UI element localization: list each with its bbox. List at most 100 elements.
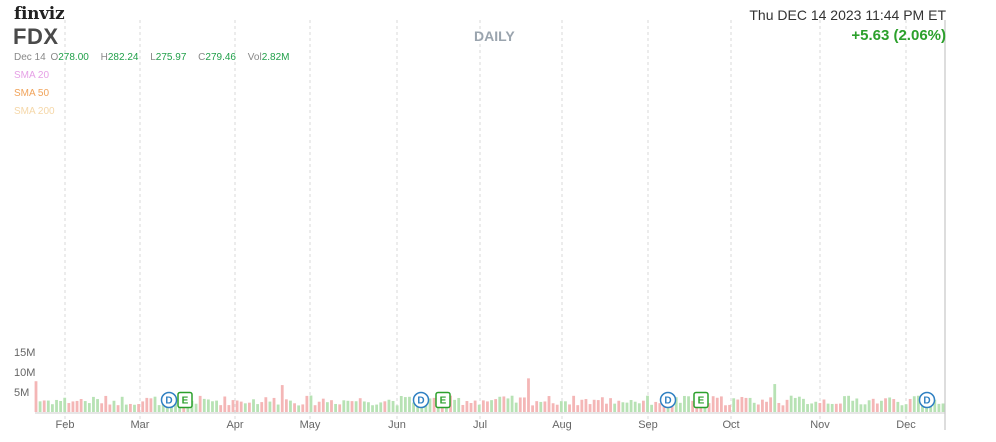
- volume-bar: [87, 403, 91, 412]
- volume-bar: [527, 378, 530, 412]
- open-value: 278.00: [58, 52, 89, 63]
- volume-bar: [354, 401, 358, 412]
- volume-bar: [605, 403, 608, 412]
- volume-bar: [522, 397, 526, 412]
- volume-bar: [588, 404, 592, 412]
- volume-bar: [399, 396, 403, 412]
- volume-bar: [867, 400, 871, 412]
- volume-bar: [596, 400, 600, 412]
- volume-bar: [297, 405, 301, 412]
- volume-bar: [834, 403, 838, 412]
- x-tick-label: Oct: [722, 419, 739, 431]
- volume-bar: [383, 401, 387, 412]
- volume-bar: [777, 402, 781, 412]
- volume-bar: [892, 399, 896, 412]
- timeframe-label: DAILY: [474, 28, 515, 44]
- volume-bar: [260, 402, 264, 412]
- volume-bar: [490, 400, 493, 412]
- x-tick-label: Jul: [473, 419, 487, 431]
- volume-bar: [477, 404, 481, 412]
- finviz-logo[interactable]: finviz: [14, 4, 65, 24]
- volume-bar: [600, 397, 604, 412]
- volume-bar: [313, 405, 317, 412]
- volume-bar: [59, 400, 63, 412]
- volume-bar: [92, 396, 95, 412]
- volume-bar: [116, 405, 120, 412]
- volume-bar: [880, 400, 883, 412]
- volume-bar: [38, 401, 42, 412]
- volume-bar: [330, 400, 333, 412]
- legend-sma-50: SMA 50: [14, 88, 50, 99]
- volume-bar: [674, 397, 678, 412]
- volume-bar: [63, 397, 67, 412]
- volume-bar: [367, 402, 370, 412]
- volume-bar: [617, 400, 621, 412]
- volume-bar: [362, 401, 366, 412]
- volume-bar: [810, 403, 814, 412]
- volume-bar: [375, 404, 379, 412]
- earnings-marker-label: E: [698, 396, 705, 407]
- volume-bar: [912, 396, 916, 412]
- volume-bar: [797, 396, 801, 412]
- volume-bar: [802, 398, 805, 412]
- volume-bar: [141, 401, 145, 412]
- volume-bar: [637, 403, 641, 412]
- volume-bar: [494, 399, 498, 412]
- volume-bar: [128, 403, 132, 412]
- ohlc-date: Dec 14: [14, 52, 46, 63]
- volume-bar: [908, 398, 912, 412]
- volume-bar: [395, 405, 399, 412]
- volume-bar: [822, 399, 826, 412]
- volume-bar: [252, 399, 255, 412]
- volume-bar: [55, 399, 58, 412]
- volume-bar: [486, 401, 489, 412]
- volume-bar: [592, 399, 596, 412]
- close-value: 279.46: [205, 52, 236, 63]
- earnings-marker: [693, 391, 709, 409]
- volume-bar: [420, 404, 424, 412]
- volume-bar: [744, 397, 748, 412]
- high-value: 282.24: [107, 52, 139, 63]
- volume-bar: [806, 404, 809, 412]
- volume-bar: [547, 396, 551, 412]
- volume-bar: [941, 403, 945, 412]
- volume-bar: [428, 398, 432, 412]
- dividend-marker-label: D: [664, 396, 671, 407]
- volume-bar: [711, 396, 715, 412]
- volume-bar: [408, 396, 411, 412]
- dividend-marker: [160, 391, 178, 409]
- volume-bar: [284, 399, 288, 412]
- volume-bar: [108, 404, 112, 412]
- volume-bar: [535, 401, 539, 412]
- volume-bar: [838, 403, 842, 412]
- x-tick-label: May: [300, 419, 321, 431]
- volume-bar: [457, 397, 461, 412]
- volume-bar: [621, 402, 625, 412]
- volume-bar: [732, 398, 736, 412]
- volume-bar: [211, 401, 214, 412]
- volume-bar: [625, 402, 629, 412]
- volume-bar: [465, 401, 469, 412]
- volume-bar: [765, 401, 768, 412]
- volume-bar: [514, 402, 518, 412]
- x-tick-label: Sep: [638, 419, 658, 431]
- low-value: 275.97: [155, 52, 187, 63]
- volume-bar: [728, 404, 731, 412]
- volume-key: Vol: [247, 52, 262, 63]
- volume-bar: [202, 398, 206, 412]
- volume-bar: [576, 405, 580, 412]
- high-key: H: [100, 52, 108, 63]
- volume-bar: [756, 404, 760, 412]
- volume-bar: [613, 403, 617, 412]
- volume-bar: [412, 402, 415, 412]
- volume-bar: [157, 405, 161, 412]
- volume-bar: [555, 404, 559, 412]
- volume-bar: [740, 396, 744, 412]
- volume-bar: [933, 399, 937, 412]
- volume-bar: [104, 395, 108, 412]
- volume-bar: [498, 396, 502, 412]
- legend-sma-200: SMA 200: [14, 106, 55, 117]
- volume-bar: [432, 397, 436, 412]
- volume-bar: [325, 402, 329, 412]
